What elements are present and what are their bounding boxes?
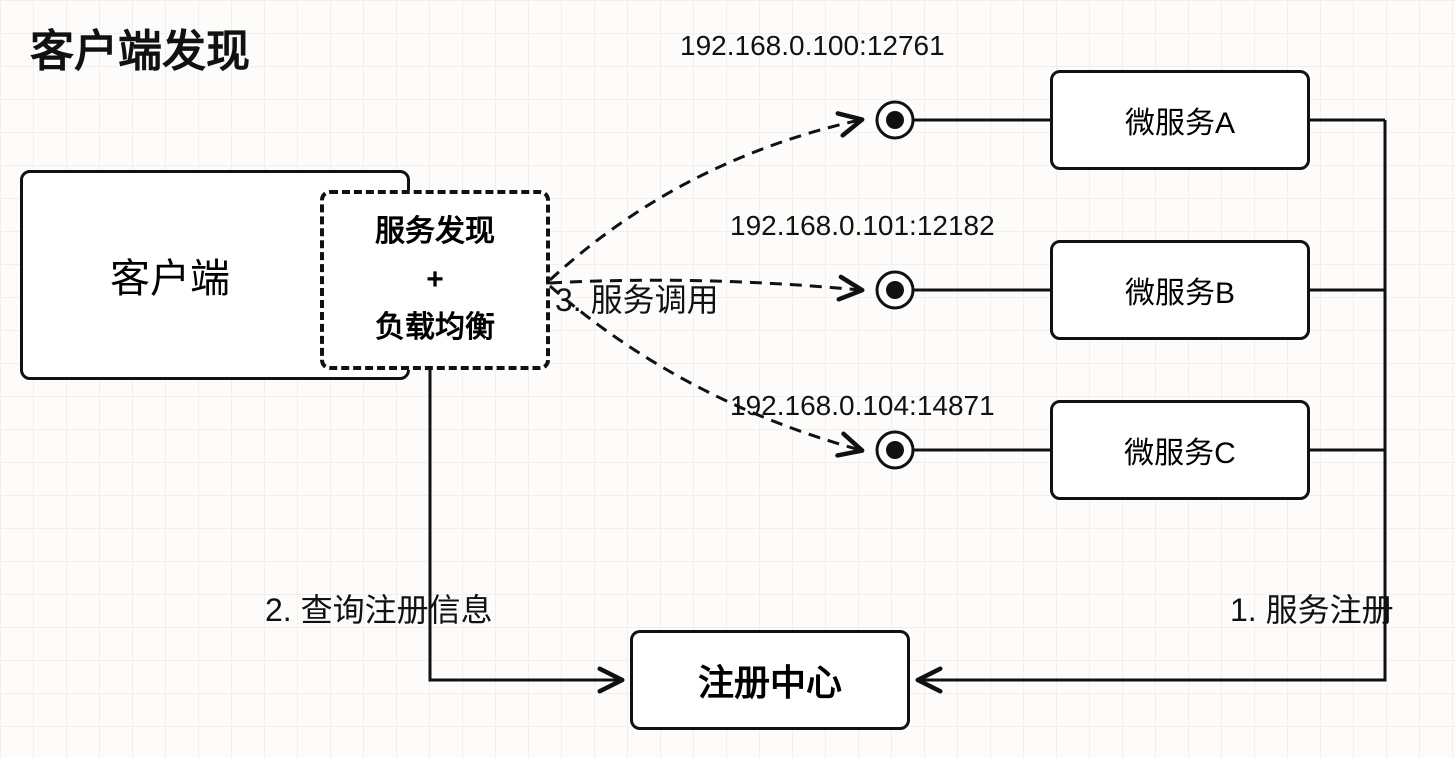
endpoint-c-label: 192.168.0.104:14871 xyxy=(730,390,995,422)
node-svc-b: 微服务B xyxy=(1050,240,1310,340)
discovery-line-2: + xyxy=(375,256,495,304)
node-svc-a-label: 微服务A xyxy=(1125,98,1235,142)
node-svc-b-label: 微服务B xyxy=(1125,268,1235,312)
node-client-label: 客户端 xyxy=(110,246,320,304)
endpoint-b-label: 192.168.0.101:12182 xyxy=(730,210,995,242)
discovery-line-1: 服务发现 xyxy=(375,208,495,256)
node-registry-label: 注册中心 xyxy=(698,654,842,706)
discovery-line-3: 负载均衡 xyxy=(375,304,495,352)
edge-register-label: 1. 服务注册 xyxy=(1230,585,1394,631)
node-registry: 注册中心 xyxy=(630,630,910,730)
node-svc-a: 微服务A xyxy=(1050,70,1310,170)
edge-call-label: 3. 服务调用 xyxy=(555,275,719,321)
endpoint-a-label: 192.168.0.100:12761 xyxy=(680,30,945,62)
node-svc-c-label: 微服务C xyxy=(1124,428,1236,472)
diagram-title: 客户端发现 xyxy=(30,15,250,79)
node-svc-c: 微服务C xyxy=(1050,400,1310,500)
edge-query-label: 2. 查询注册信息 xyxy=(265,585,493,631)
node-discovery: 服务发现 + 负载均衡 xyxy=(320,190,550,370)
